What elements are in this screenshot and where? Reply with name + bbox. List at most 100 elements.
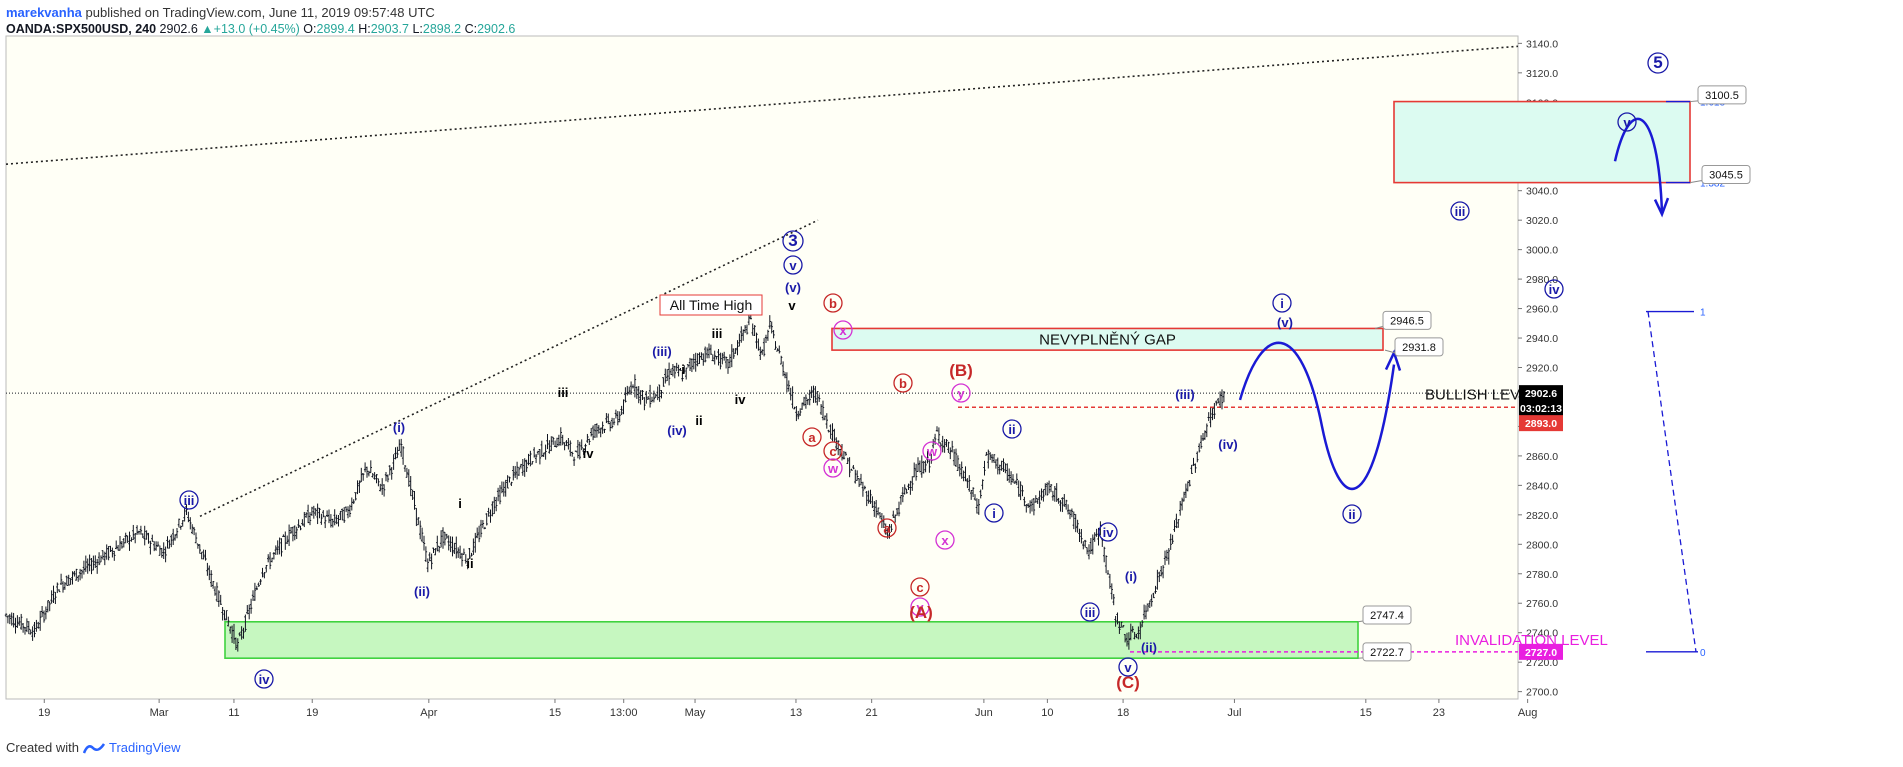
wave-label: w [827, 461, 839, 476]
ath-box [659, 294, 763, 316]
price-change: +13.0 (+0.45%) [213, 22, 300, 36]
wave-circle [1118, 657, 1138, 677]
wave-label: i [992, 506, 996, 521]
y-tick-label: 3040.0 [1526, 186, 1558, 198]
chart-header: marekvanha published on TradingView.com,… [6, 4, 515, 38]
wave-label: a [808, 430, 816, 445]
callout-box [1697, 85, 1747, 105]
price-tag-bg [1519, 400, 1563, 417]
open-value: 2899.4 [316, 22, 355, 36]
x-tick-label: Apr [420, 707, 437, 719]
wave-label: (C) [1116, 673, 1140, 692]
wave-label: iv [1103, 525, 1115, 540]
wave-label: iii [1455, 204, 1466, 219]
fib-label: 0 [1700, 648, 1706, 659]
wave-label: (ii) [414, 584, 430, 599]
y-tick-label: 2780.0 [1526, 569, 1558, 581]
callout-box [1701, 164, 1751, 184]
wave-circle [1080, 602, 1100, 622]
wave-circle [893, 373, 913, 393]
y-tick-label: 2940.0 [1526, 333, 1558, 345]
wave-label: i [681, 362, 685, 377]
y-tick-label: 2760.0 [1526, 598, 1558, 610]
wave-circle [877, 518, 897, 538]
wave-circle [1098, 522, 1118, 542]
wave-label: v [1623, 115, 1631, 130]
wave-label: x [941, 533, 949, 548]
up-triangle-icon: ▲ [201, 22, 214, 36]
wave-label: 3 [788, 231, 797, 250]
wave-label: (A) [909, 603, 933, 622]
tradingview-logo-icon [82, 742, 105, 753]
y-tick-label: 2960.0 [1526, 304, 1558, 316]
projected-arrow-down [1653, 197, 1670, 218]
author-link[interactable]: marekvanha [6, 5, 82, 20]
wave-label: (iii) [1175, 387, 1195, 402]
price-tag: 2727.0 [1525, 647, 1557, 659]
x-tick-label: 15 [549, 707, 561, 719]
last-price: 2902.6 [159, 22, 198, 36]
wave-label: c [916, 580, 923, 595]
y-tick-label: 3000.0 [1526, 245, 1558, 257]
callout-pointer [1374, 325, 1384, 329]
callout-value: 2747.4 [1370, 610, 1404, 622]
callout-value: 2946.5 [1390, 315, 1424, 327]
wave-label: v [789, 258, 797, 273]
y-tick-label: 2920.0 [1526, 363, 1558, 375]
high-value: 2903.7 [370, 22, 409, 36]
wave-circle [783, 255, 803, 275]
tradingview-link[interactable]: TradingView [108, 740, 181, 755]
y-tick-label: 2720.0 [1526, 657, 1558, 669]
wave-label: v [788, 298, 796, 313]
wave-label: ii [1008, 422, 1015, 437]
wave-label: iv [735, 392, 747, 407]
callout-box [1362, 605, 1412, 625]
wave-circle [922, 441, 942, 461]
wave-label: y [916, 600, 924, 615]
plot-background [6, 36, 1518, 699]
wave-label: iii [184, 493, 195, 508]
wave-label: (i) [393, 420, 405, 435]
x-tick-label: 15 [1360, 707, 1372, 719]
y-tick-label: 2840.0 [1526, 480, 1558, 492]
wave-label: iii [712, 326, 723, 341]
fib-label: 1 [1700, 308, 1706, 319]
callout-box [1362, 642, 1412, 662]
wave-circle [951, 383, 971, 403]
x-tick-label: Mar [150, 707, 169, 719]
x-tick-label: 19 [306, 707, 318, 719]
trendline-lower [199, 219, 819, 518]
wave-label: 5 [1653, 53, 1662, 72]
callout-pointer [1357, 620, 1364, 623]
low-value: 2898.2 [422, 22, 462, 36]
wave-label: iii [1085, 605, 1096, 620]
wave-label: (B) [949, 361, 973, 380]
wave-label: c [829, 444, 836, 459]
ath-label: All Time High [670, 297, 752, 313]
x-tick-label: 18 [1117, 707, 1129, 719]
x-tick-label: Jul [1227, 707, 1241, 719]
callout-value: 2722.7 [1370, 647, 1404, 659]
x-tick-label: May [685, 707, 706, 719]
y-tick-label: 2800.0 [1526, 539, 1558, 551]
low-label: L: [412, 22, 423, 36]
y-tick-label: 3120.0 [1526, 68, 1558, 80]
wave-label: (iii) [652, 344, 672, 359]
wave-circle [782, 230, 804, 252]
wave-circle [935, 530, 955, 550]
callout-value: 2931.8 [1402, 342, 1436, 354]
wave-label: w [926, 444, 938, 459]
wave-label: (v) [1277, 315, 1293, 330]
nevyplneny-gap-label: NEVYPLNĚNÝ GAP [1039, 331, 1176, 348]
wave-label: (i) [1125, 569, 1137, 584]
callout-pointer [1689, 100, 1699, 103]
callout-box [1394, 337, 1444, 357]
target-zone-zone [1393, 100, 1691, 184]
wave-label: ii [1348, 507, 1355, 522]
wave-label: ii [695, 413, 702, 428]
price-tag-bg [1519, 415, 1563, 432]
callout-box [1382, 310, 1432, 330]
wave-circle [1272, 293, 1292, 313]
wave-label: ii [466, 556, 473, 571]
